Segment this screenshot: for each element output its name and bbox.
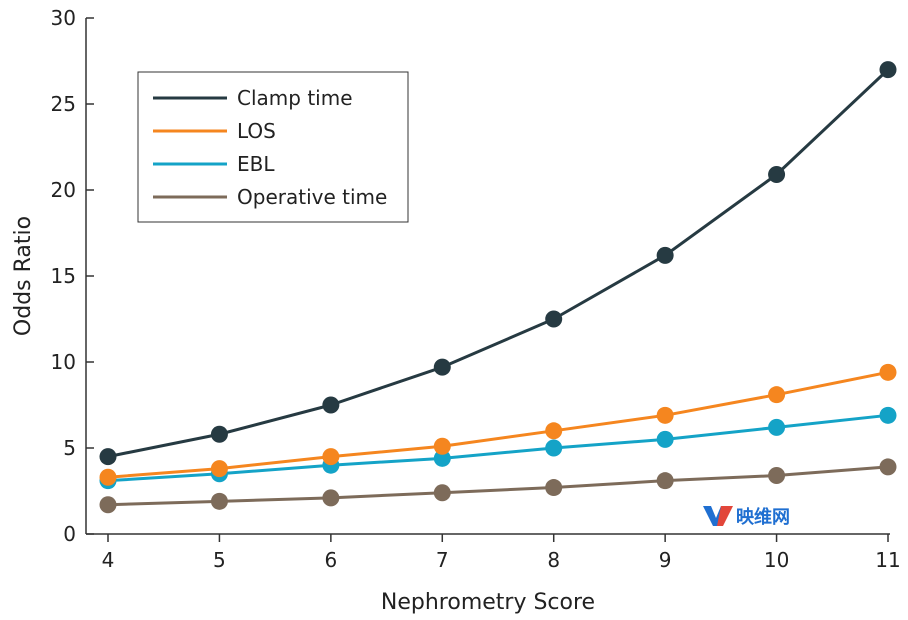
data-point-operative-time — [99, 496, 117, 514]
data-point-clamp-time — [322, 396, 340, 414]
data-point-ebl — [433, 449, 451, 467]
x-tick-label: 9 — [659, 548, 672, 572]
y-tick-label: 25 — [51, 92, 76, 116]
x-tick-label: 10 — [764, 548, 789, 572]
watermark: 映维网 — [703, 506, 790, 528]
data-point-los — [768, 386, 786, 404]
data-point-ebl — [768, 418, 786, 436]
x-tick-label: 11 — [875, 548, 900, 572]
data-point-clamp-time — [768, 166, 786, 184]
data-point-clamp-time — [99, 448, 117, 466]
data-point-operative-time — [210, 492, 228, 510]
y-ticks: 0 5 10 15 20 25 30 — [51, 6, 94, 546]
data-point-los — [433, 437, 451, 455]
x-tick-label: 6 — [324, 548, 337, 572]
series-los — [99, 363, 897, 486]
y-tick-label: 20 — [51, 178, 76, 202]
data-point-ebl — [545, 439, 563, 457]
x-tick-label: 7 — [436, 548, 449, 572]
x-tick-label: 4 — [102, 548, 115, 572]
data-point-clamp-time — [656, 246, 674, 264]
x-tick-label: 5 — [213, 548, 226, 572]
legend-label-los: LOS — [237, 119, 276, 143]
data-point-clamp-time — [879, 61, 897, 79]
y-tick-label: 5 — [63, 436, 76, 460]
x-ticks: 4 5 6 7 8 9 10 11 — [102, 534, 901, 572]
data-point-operative-time — [433, 484, 451, 502]
data-point-clamp-time — [433, 358, 451, 376]
data-point-los — [99, 468, 117, 486]
legend-label-operative-time: Operative time — [237, 185, 387, 209]
y-axis-title: Odds Ratio — [11, 216, 36, 336]
legend-label-ebl: EBL — [237, 152, 275, 176]
y-tick-label: 15 — [51, 264, 76, 288]
legend-label-clamp-time: Clamp time — [237, 86, 353, 110]
data-point-los — [879, 363, 897, 381]
data-point-los — [545, 422, 563, 440]
x-tick-label: 8 — [547, 548, 560, 572]
data-point-operative-time — [545, 479, 563, 497]
series-operative-time — [99, 458, 897, 514]
series-line-clamp-time — [107, 68, 890, 459]
watermark-logo-accent-icon — [717, 506, 733, 526]
watermark-text: 映维网 — [736, 506, 790, 528]
legend: Clamp time LOS EBL Operative time — [137, 71, 409, 223]
series-line-ebl — [107, 413, 889, 483]
y-tick-label: 10 — [51, 350, 76, 374]
data-point-ebl — [879, 406, 897, 424]
data-point-clamp-time — [545, 310, 563, 328]
data-point-los — [210, 460, 228, 478]
y-tick-label: 30 — [51, 6, 76, 30]
x-axis-title: Nephrometry Score — [381, 590, 595, 615]
y-tick-label: 0 — [63, 522, 76, 546]
data-point-operative-time — [768, 467, 786, 485]
data-point-los — [656, 406, 674, 424]
data-point-los — [322, 448, 340, 466]
series-layer — [99, 61, 897, 514]
data-point-ebl — [656, 430, 674, 448]
series-line-los — [107, 370, 889, 479]
series-line-operative-time — [107, 465, 889, 507]
data-point-operative-time — [656, 472, 674, 490]
data-point-operative-time — [322, 489, 340, 507]
data-point-clamp-time — [210, 425, 228, 443]
data-point-operative-time — [879, 458, 897, 476]
series-clamp-time — [99, 61, 897, 466]
